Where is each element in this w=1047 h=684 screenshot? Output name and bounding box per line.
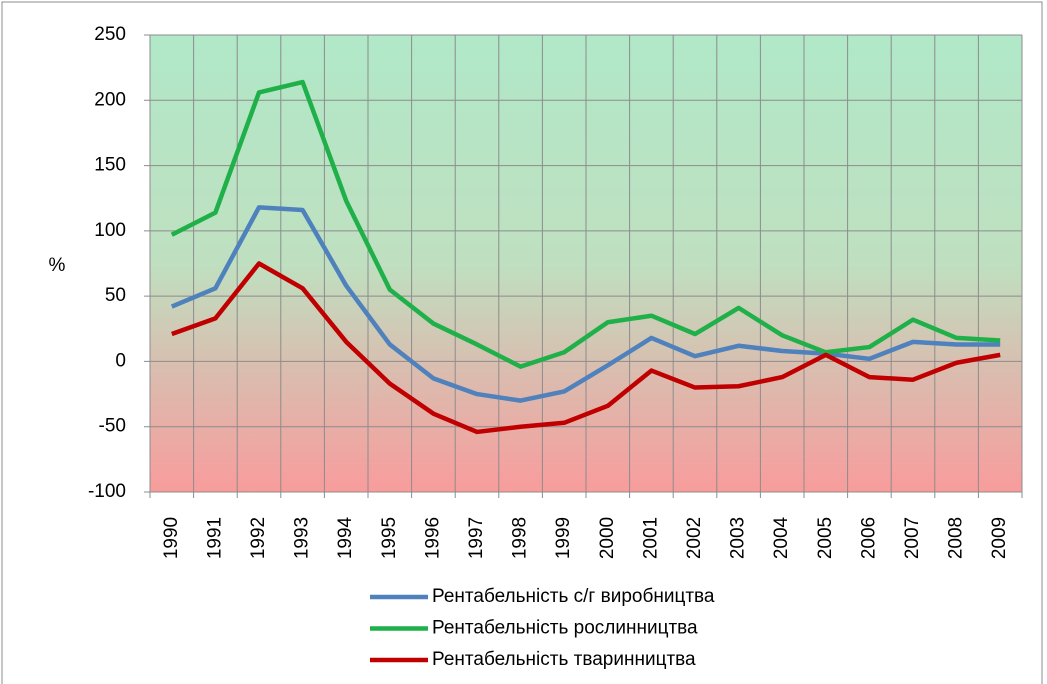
x-tick-label: 2006 bbox=[858, 517, 879, 559]
legend-label: Рентабельність рослинництва bbox=[432, 618, 698, 639]
x-tick-label: 2000 bbox=[597, 517, 618, 559]
y-tick-label: 50 bbox=[105, 285, 126, 306]
x-tick-label: 1993 bbox=[292, 517, 313, 559]
x-tick-label: 1996 bbox=[422, 517, 443, 559]
x-tick-label: 1992 bbox=[248, 517, 269, 559]
y-tick-label: 150 bbox=[94, 155, 126, 176]
series-line bbox=[170, 205, 1001, 403]
series-line bbox=[170, 79, 1001, 369]
x-tick-label: 2004 bbox=[771, 516, 792, 559]
x-tick-label: 1995 bbox=[379, 517, 400, 559]
x-tick-label: 2005 bbox=[815, 517, 836, 559]
x-tick-label: 2002 bbox=[684, 517, 705, 559]
y-tick-label: 0 bbox=[115, 350, 126, 371]
x-tick-label: 2009 bbox=[989, 517, 1010, 559]
x-tick-label: 1999 bbox=[553, 517, 574, 559]
y-tick-label: 250 bbox=[94, 24, 126, 45]
x-tick-label: 1998 bbox=[510, 517, 531, 559]
x-tick-label: 1991 bbox=[204, 517, 225, 559]
legend-label: Рентабельність с/г виробництва bbox=[432, 586, 715, 607]
y-axis-label: % bbox=[49, 255, 66, 276]
x-tick-label: 2001 bbox=[640, 517, 661, 559]
y-tick-label: -100 bbox=[88, 481, 126, 502]
series-line bbox=[171, 261, 1001, 435]
x-tick-label: 2007 bbox=[902, 517, 923, 559]
x-tick-label: 1997 bbox=[466, 517, 487, 559]
y-tick-label: 200 bbox=[94, 89, 126, 110]
x-tick-label: 2008 bbox=[946, 517, 967, 559]
legend-label: Рентабельність тваринництва bbox=[432, 649, 696, 670]
x-tick-label: 1990 bbox=[161, 517, 182, 559]
x-tick-label: 2003 bbox=[728, 517, 749, 559]
x-tick-label: 1994 bbox=[335, 516, 356, 559]
y-tick-label: -50 bbox=[99, 416, 126, 437]
y-tick-label: 100 bbox=[94, 220, 126, 241]
